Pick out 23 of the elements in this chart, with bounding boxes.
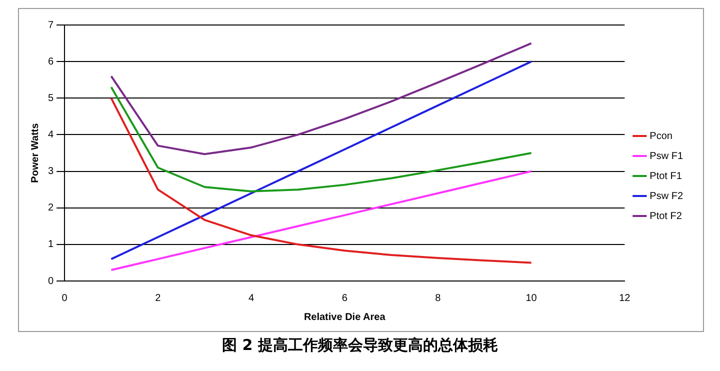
legend-label: Psw F1 xyxy=(650,150,684,162)
y-axis-title: Power Watts xyxy=(30,122,41,183)
legend-label: Psw F2 xyxy=(650,190,684,202)
x-tick-label: 12 xyxy=(619,292,631,304)
x-tick-label: 2 xyxy=(155,292,162,304)
x-axis-title: Relative Die Area xyxy=(304,312,386,323)
y-tick-label: 0 xyxy=(48,276,54,287)
x-tick-label: 8 xyxy=(435,292,442,304)
y-tick-label: 7 xyxy=(48,20,54,31)
legend-label: Ptot F2 xyxy=(650,210,682,222)
caption: 图 2 提高工作频率会导致更高的总体损耗 xyxy=(221,336,499,355)
x-tick-label: 0 xyxy=(62,292,68,304)
x-tick-label: 6 xyxy=(342,292,348,304)
y-tick-label: 1 xyxy=(48,239,54,250)
x-tick-label: 4 xyxy=(248,292,254,304)
y-tick-label: 3 xyxy=(48,166,54,178)
y-tick-label: 2 xyxy=(48,202,54,214)
x-tick-label: 10 xyxy=(526,292,538,304)
y-tick-label: 5 xyxy=(48,92,54,104)
y-tick-label: 6 xyxy=(48,56,54,68)
y-tick-label: 4 xyxy=(48,129,54,140)
legend-label: Pcon xyxy=(650,130,672,142)
legend-label: Ptot F1 xyxy=(650,170,682,182)
